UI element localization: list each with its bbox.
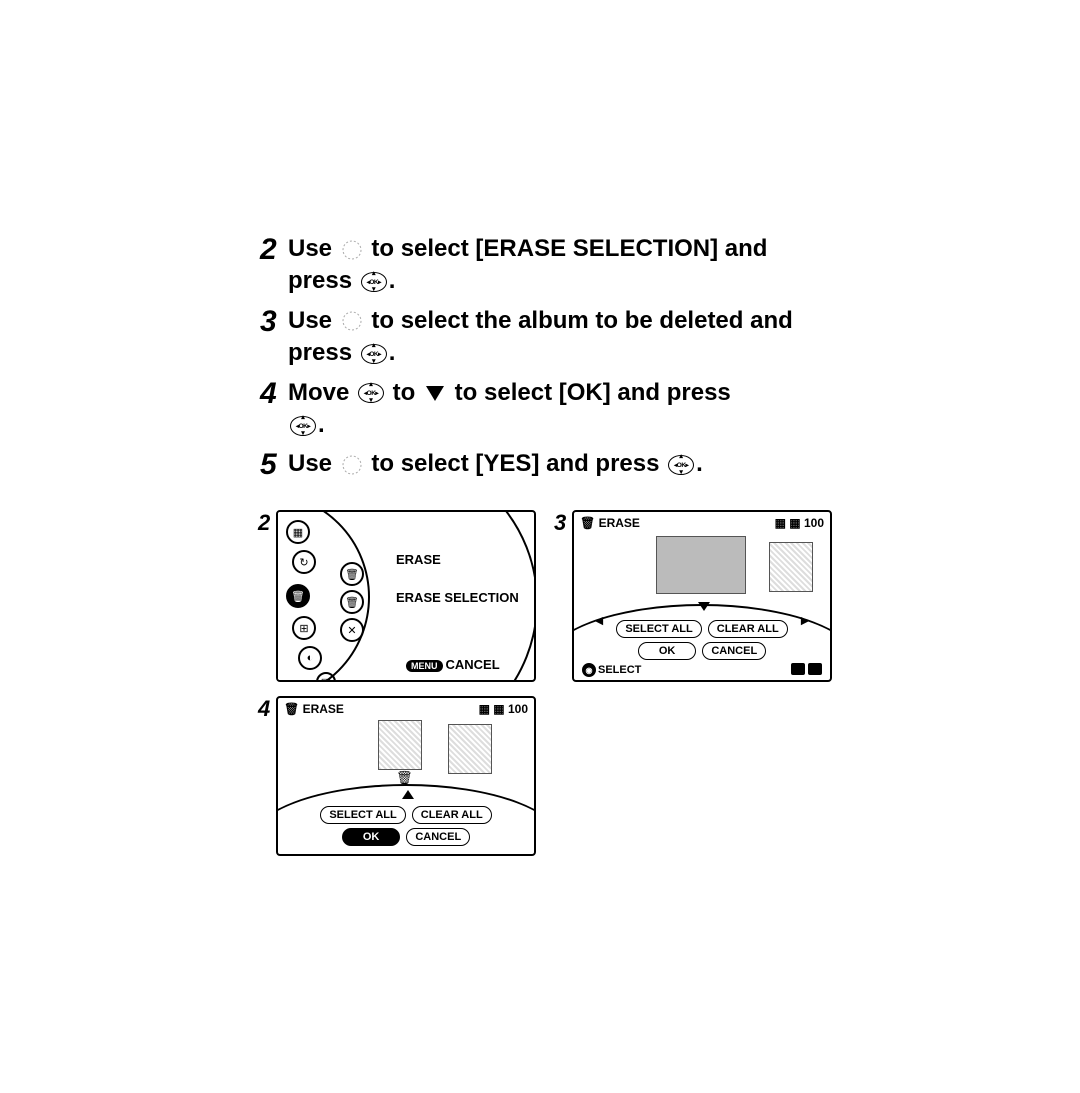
menu-badge: MENU xyxy=(406,660,443,672)
trash-icon: 🗑 xyxy=(284,702,303,716)
thumbnail xyxy=(448,724,492,774)
text: ] and press xyxy=(603,379,731,406)
select-icon: ◉ xyxy=(582,663,596,677)
footer-label: SELECT xyxy=(598,664,641,676)
hdr-left: 🗑 ERASE xyxy=(580,516,640,530)
ok-button-icon: ▾ xyxy=(361,344,387,364)
menu-item-icon: ⊞ xyxy=(292,616,316,640)
menu-item-icon: 🗑 xyxy=(340,590,364,614)
diagram-3-wrap: 3 🗑 ERASE ▦ ▦ 100 ◄ ► SELECT ALL CLEAR A… xyxy=(554,510,832,682)
diagram-header: 🗑 ERASE ▦ ▦ 100 xyxy=(580,516,824,530)
diagram-2-wrap: 2 ▦ ↻ 🗑 🗑 🗑 ⊞ ✕ ◐ ▣ ERASE ERASE SELECTIO… xyxy=(258,510,536,682)
thumbnail-selected xyxy=(656,536,746,594)
diagram-number: 2 xyxy=(258,510,276,536)
cancel-label: CANCEL xyxy=(446,657,500,672)
ok-button-icon: ▾ xyxy=(290,416,316,436)
text: to select [ xyxy=(365,450,484,477)
zoom-icon xyxy=(808,663,822,675)
clear-all-button[interactable]: CLEAR ALL xyxy=(708,620,788,638)
text: to xyxy=(386,379,422,406)
thumbnail xyxy=(769,542,813,592)
period: . xyxy=(389,339,396,366)
manual-page: 2 Use to select [ERASE SELECTION] and pr… xyxy=(0,0,1080,1093)
menu-item-icon: ↻ xyxy=(292,550,316,574)
down-triangle-icon xyxy=(426,386,444,401)
step-number: 4 xyxy=(260,374,288,415)
hdr-label: ERASE xyxy=(303,702,344,716)
menu-label-erase: ERASE xyxy=(396,552,441,567)
diagram-4-wrap: 4 🗑 ERASE ▦ ▦ 100 🗑 SELECT ALL CLEAR ALL… xyxy=(258,696,536,856)
text: to select [ xyxy=(448,379,567,406)
text: OK xyxy=(567,379,603,406)
step-4: 4 Move ▾ to to select [OK] and press ▾. xyxy=(260,374,830,442)
text: Use xyxy=(288,450,339,477)
text: to select [ xyxy=(365,235,484,262)
diagram-header: 🗑 ERASE ▦ ▦ 100 xyxy=(284,702,528,716)
period: . xyxy=(318,411,325,438)
text: Move xyxy=(288,379,356,406)
text: ERASE SELECTION xyxy=(483,235,710,262)
ok-button-icon: ▾ xyxy=(668,455,694,475)
diagram-footer: ◉SELECT xyxy=(582,663,822,677)
menu-item-icon: 🗑 xyxy=(340,562,364,586)
footer-select: ◉SELECT xyxy=(582,663,641,677)
button-row-2: OK CANCEL xyxy=(278,828,534,846)
dpad-icon xyxy=(341,310,363,332)
step-number: 2 xyxy=(260,230,288,271)
dpad-icon xyxy=(341,454,363,476)
diagram-number: 3 xyxy=(554,510,572,536)
step-5: 5 Use to select [YES] and press ▾. xyxy=(260,445,830,486)
hdr-left: 🗑 ERASE xyxy=(284,702,344,716)
diagram-4: 🗑 ERASE ▦ ▦ 100 🗑 SELECT ALL CLEAR ALL O… xyxy=(276,696,536,856)
button-row-1: SELECT ALL CLEAR ALL xyxy=(278,806,534,824)
select-all-button[interactable]: SELECT ALL xyxy=(616,620,701,638)
diagram-number: 4 xyxy=(258,696,276,722)
lock-icon xyxy=(791,663,805,675)
diagram-2: ▦ ↻ 🗑 🗑 🗑 ⊞ ✕ ◐ ▣ ERASE ERASE SELECTION … xyxy=(276,510,536,682)
menu-item-icon: ▦ xyxy=(286,520,310,544)
diagram-3: 🗑 ERASE ▦ ▦ 100 ◄ ► SELECT ALL CLEAR ALL… xyxy=(572,510,832,682)
text: ] and press xyxy=(531,450,666,477)
ok-button-selected[interactable]: OK xyxy=(342,828,401,846)
text: Use xyxy=(288,307,339,334)
button-row-2: OK CANCEL xyxy=(574,642,830,660)
cancel-button[interactable]: CANCEL xyxy=(406,828,470,846)
menu-item-icon: ◐ xyxy=(298,646,322,670)
period: . xyxy=(696,450,703,477)
menu-cancel: MENUCANCEL xyxy=(406,657,500,672)
cancel-button[interactable]: CANCEL xyxy=(702,642,766,660)
hdr-right: ▦ ▦ 100 xyxy=(479,702,528,716)
ok-button-icon: ▾ xyxy=(358,383,384,403)
step-2-text: Use to select [ERASE SELECTION] and pres… xyxy=(288,230,830,298)
trash-icon: 🗑 xyxy=(580,516,599,530)
button-row-1: SELECT ALL CLEAR ALL xyxy=(574,620,830,638)
footer-icons xyxy=(791,663,822,677)
ok-button[interactable]: OK xyxy=(638,642,697,660)
step-5-text: Use to select [YES] and press ▾. xyxy=(288,445,703,480)
menu-item-icon: ✕ xyxy=(340,618,364,642)
clear-all-button[interactable]: CLEAR ALL xyxy=(412,806,492,824)
select-all-button[interactable]: SELECT ALL xyxy=(320,806,405,824)
hdr-count: 100 xyxy=(508,702,528,716)
menu-item-trash-icon: 🗑 xyxy=(286,584,310,608)
ok-button-icon: ▾ xyxy=(361,272,387,292)
step-number: 3 xyxy=(260,302,288,343)
hdr-count: 100 xyxy=(804,516,824,530)
period: . xyxy=(389,267,396,294)
thumbnail xyxy=(378,720,422,770)
down-arrow-icon xyxy=(698,602,710,611)
step-3: 3 Use to select the album to be deleted … xyxy=(260,302,830,370)
hdr-label: ERASE xyxy=(599,516,640,530)
step-2: 2 Use to select [ERASE SELECTION] and pr… xyxy=(260,230,830,298)
menu-label-erase-selection: ERASE SELECTION xyxy=(396,590,519,605)
step-4-text: Move ▾ to to select [OK] and press ▾. xyxy=(288,374,731,442)
dpad-icon xyxy=(341,239,363,261)
step-number: 5 xyxy=(260,445,288,486)
text: Use xyxy=(288,235,339,262)
step-3-text: Use to select the album to be deleted an… xyxy=(288,302,830,370)
up-arrow-icon xyxy=(402,790,414,799)
hdr-right: ▦ ▦ 100 xyxy=(775,516,824,530)
text: YES xyxy=(483,450,531,477)
